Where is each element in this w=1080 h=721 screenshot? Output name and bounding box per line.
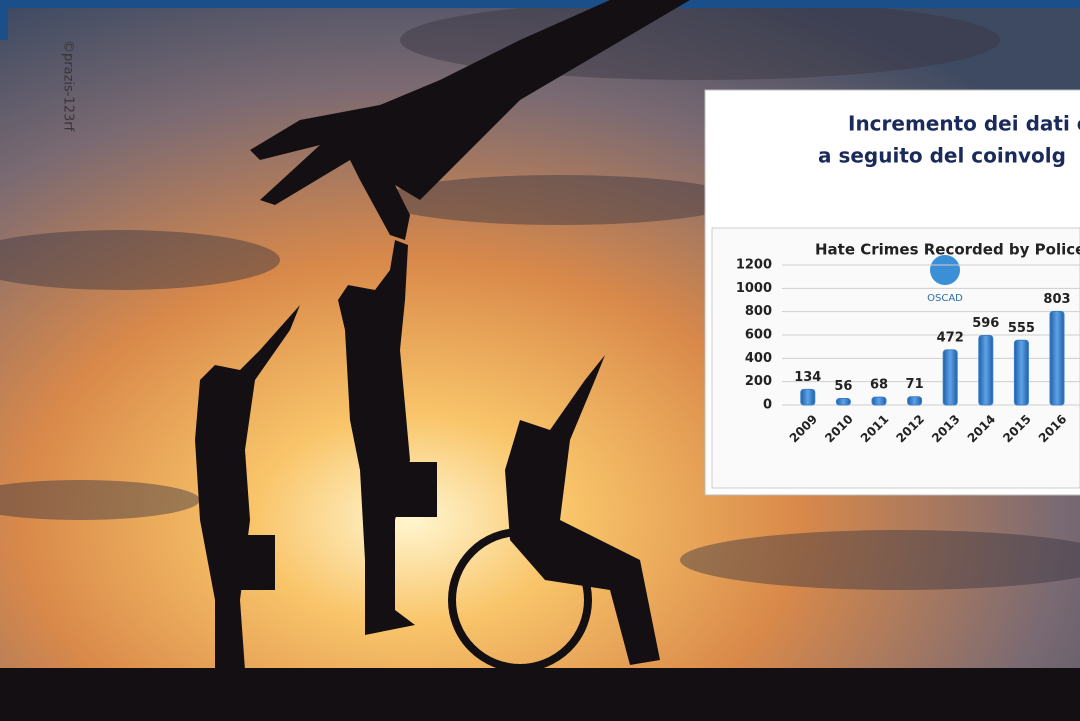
side-band [0,0,8,40]
logo-text: OSCAD [927,293,963,304]
data-label: 56 [834,379,852,394]
y-tick-label: 1200 [736,258,772,273]
y-tick-label: 600 [745,328,772,343]
data-label: 803 [1043,292,1070,307]
data-label: 555 [1008,321,1035,336]
inset-title: a seguito del coinvolg [818,144,1066,168]
y-tick-label: 200 [745,374,772,389]
top-band [0,0,1080,8]
bar [1050,311,1064,405]
photo-credit: ©prazis-123rf [61,40,76,132]
data-label: 71 [906,377,924,392]
page: ©prazis-123rf Incremento dei dati c a se… [0,0,1080,721]
bar [943,350,957,405]
data-label: 472 [937,330,964,345]
data-label: 596 [972,316,999,331]
bar [801,389,815,405]
data-label: 68 [870,378,888,393]
y-tick-label: 0 [763,398,772,413]
bar [836,398,850,405]
y-tick-label: 800 [745,304,772,319]
y-tick-label: 1000 [736,281,772,296]
bar [908,397,922,405]
bar [979,335,993,405]
inset-title: Incremento dei dati c [848,112,1080,136]
y-tick-label: 400 [745,351,772,366]
data-label: 134 [794,370,821,385]
bar [1014,340,1028,405]
bar [872,397,886,405]
logo-mark [930,255,960,285]
